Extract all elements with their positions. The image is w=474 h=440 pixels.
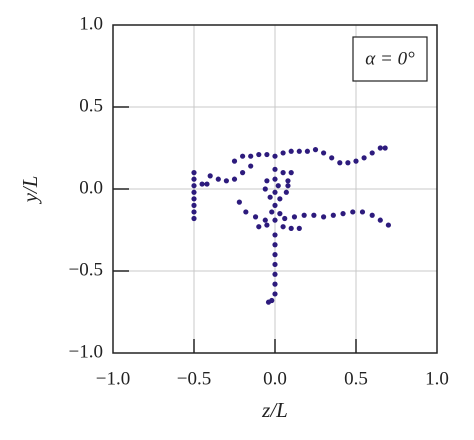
point — [272, 166, 278, 172]
point — [275, 183, 281, 189]
point — [285, 178, 291, 184]
annotation: α = 0° — [365, 48, 415, 69]
point — [272, 242, 278, 248]
point — [243, 209, 249, 215]
point — [265, 299, 272, 305]
point — [264, 178, 270, 184]
point — [359, 209, 366, 215]
point — [377, 217, 383, 223]
point — [191, 183, 197, 189]
point — [280, 150, 286, 156]
point — [280, 170, 286, 176]
point — [240, 153, 246, 159]
y-tick-label: −1.0 — [69, 341, 103, 362]
point — [330, 212, 336, 218]
point — [277, 211, 283, 217]
point — [272, 153, 278, 159]
point — [223, 178, 229, 184]
point — [191, 189, 197, 195]
point — [191, 215, 197, 222]
point — [337, 160, 343, 166]
point — [264, 222, 270, 228]
x-axis-label: z/L — [261, 398, 288, 422]
x-tick-label: −0.5 — [177, 368, 211, 389]
point — [269, 209, 275, 215]
point — [272, 252, 278, 258]
point — [272, 202, 278, 208]
y-tick-label: −0.5 — [69, 259, 103, 280]
y-axis-label: y/L — [18, 176, 42, 205]
point — [296, 225, 302, 231]
point — [296, 148, 302, 154]
point — [312, 147, 319, 153]
point — [301, 212, 307, 218]
point — [262, 186, 268, 192]
point — [283, 189, 289, 195]
point — [282, 215, 288, 222]
point — [272, 189, 278, 195]
point — [272, 271, 278, 277]
y-tick-label: 0.0 — [79, 177, 103, 198]
x-tick-label: −1.0 — [96, 368, 130, 389]
point — [385, 222, 391, 228]
point — [272, 291, 278, 297]
point — [231, 158, 238, 164]
point — [215, 176, 221, 182]
point — [361, 155, 367, 161]
point — [277, 196, 283, 202]
point — [272, 232, 278, 238]
point — [248, 153, 254, 159]
point — [191, 196, 197, 202]
point — [240, 170, 246, 176]
y-tick-label: 0.5 — [79, 95, 103, 116]
point — [207, 173, 213, 179]
y-tick-label: 1.0 — [79, 13, 103, 34]
point — [288, 148, 294, 154]
point — [321, 214, 327, 220]
point — [204, 181, 210, 187]
point — [291, 214, 298, 220]
point — [353, 158, 359, 164]
x-tick-label: 1.0 — [425, 368, 449, 389]
point — [369, 212, 375, 218]
point — [191, 170, 197, 176]
point — [236, 199, 242, 205]
point — [267, 194, 273, 200]
annotation-box — [352, 36, 428, 82]
x-tick-label: 0.0 — [263, 368, 287, 389]
point — [272, 261, 278, 268]
x-tick-label: 0.5 — [344, 368, 368, 389]
point — [304, 148, 310, 154]
point — [382, 145, 388, 151]
point — [280, 224, 286, 230]
point — [288, 225, 294, 231]
point — [272, 281, 278, 287]
point — [311, 212, 317, 218]
point — [231, 176, 238, 182]
point — [350, 209, 356, 215]
point — [369, 150, 375, 156]
point — [272, 176, 278, 182]
point — [288, 170, 294, 176]
point — [256, 151, 262, 158]
point — [377, 145, 383, 151]
point — [272, 217, 278, 223]
points — [191, 145, 391, 305]
point — [199, 181, 205, 187]
point — [262, 217, 268, 223]
point — [321, 150, 327, 156]
point — [285, 183, 291, 189]
point — [345, 160, 351, 166]
point — [191, 209, 197, 215]
point — [191, 176, 197, 182]
point — [329, 155, 335, 161]
point — [340, 211, 346, 217]
point — [256, 224, 262, 230]
point — [264, 151, 270, 158]
point — [252, 214, 259, 220]
point — [191, 202, 197, 208]
point — [248, 163, 254, 169]
